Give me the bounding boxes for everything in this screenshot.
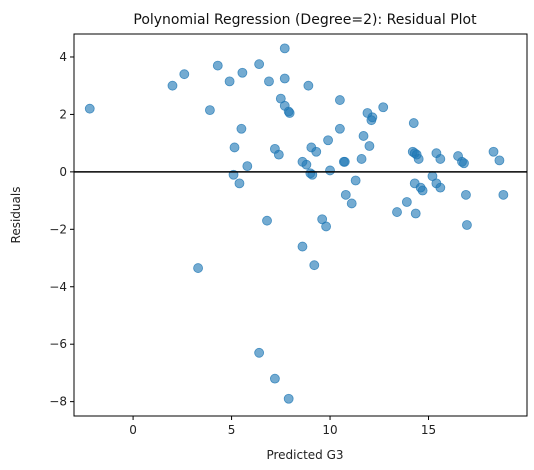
data-point [311, 146, 322, 157]
y-tick-label: −8 [49, 395, 67, 409]
data-point [224, 76, 235, 87]
data-point [334, 95, 345, 105]
data-point [229, 142, 240, 153]
y-tick-label: −2 [49, 222, 67, 236]
data-point [269, 373, 280, 384]
y-axis-label: Residuals [9, 187, 23, 244]
data-point [367, 112, 378, 123]
data-point [167, 80, 178, 91]
data-point [283, 393, 294, 404]
data-point [435, 154, 446, 164]
y-tick-label: −4 [49, 280, 67, 294]
data-point [498, 189, 509, 200]
data-point [301, 159, 312, 170]
data-point [179, 69, 190, 80]
data-point [254, 59, 265, 70]
data-point [494, 155, 505, 166]
x-axis-label: Predicted G3 [266, 448, 343, 462]
scatter-points [84, 43, 509, 404]
data-point [303, 80, 314, 91]
data-point [401, 197, 412, 207]
data-point [262, 215, 272, 226]
data-point [284, 108, 295, 118]
data-point [340, 189, 351, 200]
data-point [236, 123, 247, 134]
x-axis-ticks: 0 5 10 15 [129, 416, 436, 437]
data-point [346, 198, 357, 209]
data-point [84, 103, 95, 114]
data-point [356, 154, 367, 164]
data-point [413, 154, 424, 164]
data-point [459, 158, 469, 169]
data-point [273, 149, 284, 160]
data-point [264, 76, 274, 87]
data-point [237, 67, 248, 78]
data-point [435, 182, 446, 193]
data-point [378, 102, 389, 113]
data-point [339, 156, 350, 167]
data-point [297, 241, 308, 252]
data-point [321, 221, 332, 232]
plot-frame [73, 33, 528, 417]
data-point [279, 43, 290, 54]
data-point [408, 118, 419, 128]
data-point [410, 208, 421, 219]
y-tick-label: 2 [59, 107, 67, 121]
data-point [364, 141, 375, 151]
data-point [279, 73, 290, 84]
x-tick-label: 15 [421, 423, 436, 437]
data-point [212, 60, 223, 71]
data-point [334, 123, 345, 134]
data-point [461, 189, 471, 200]
data-point [358, 131, 369, 141]
data-point [417, 185, 428, 196]
data-point [392, 207, 402, 217]
data-point [242, 161, 253, 172]
x-tick-label: 10 [322, 423, 337, 437]
chart-title: Polynomial Regression (Degree=2): Residu… [133, 12, 477, 28]
x-tick-label: 0 [129, 423, 137, 437]
y-tick-label: 4 [59, 50, 67, 64]
data-point [350, 175, 361, 186]
data-point [193, 263, 203, 273]
data-point [323, 135, 333, 146]
data-point [309, 260, 320, 271]
data-point [325, 165, 335, 176]
data-point [462, 220, 472, 230]
x-tick-label: 5 [228, 423, 236, 437]
data-point [488, 146, 499, 157]
data-point [254, 347, 265, 358]
y-tick-label: 0 [59, 165, 67, 179]
data-point [234, 178, 245, 189]
y-tick-label: −6 [49, 337, 67, 351]
y-axis-ticks: −8 −6 −4 −2 0 2 4 [49, 50, 74, 409]
data-point [204, 105, 215, 116]
